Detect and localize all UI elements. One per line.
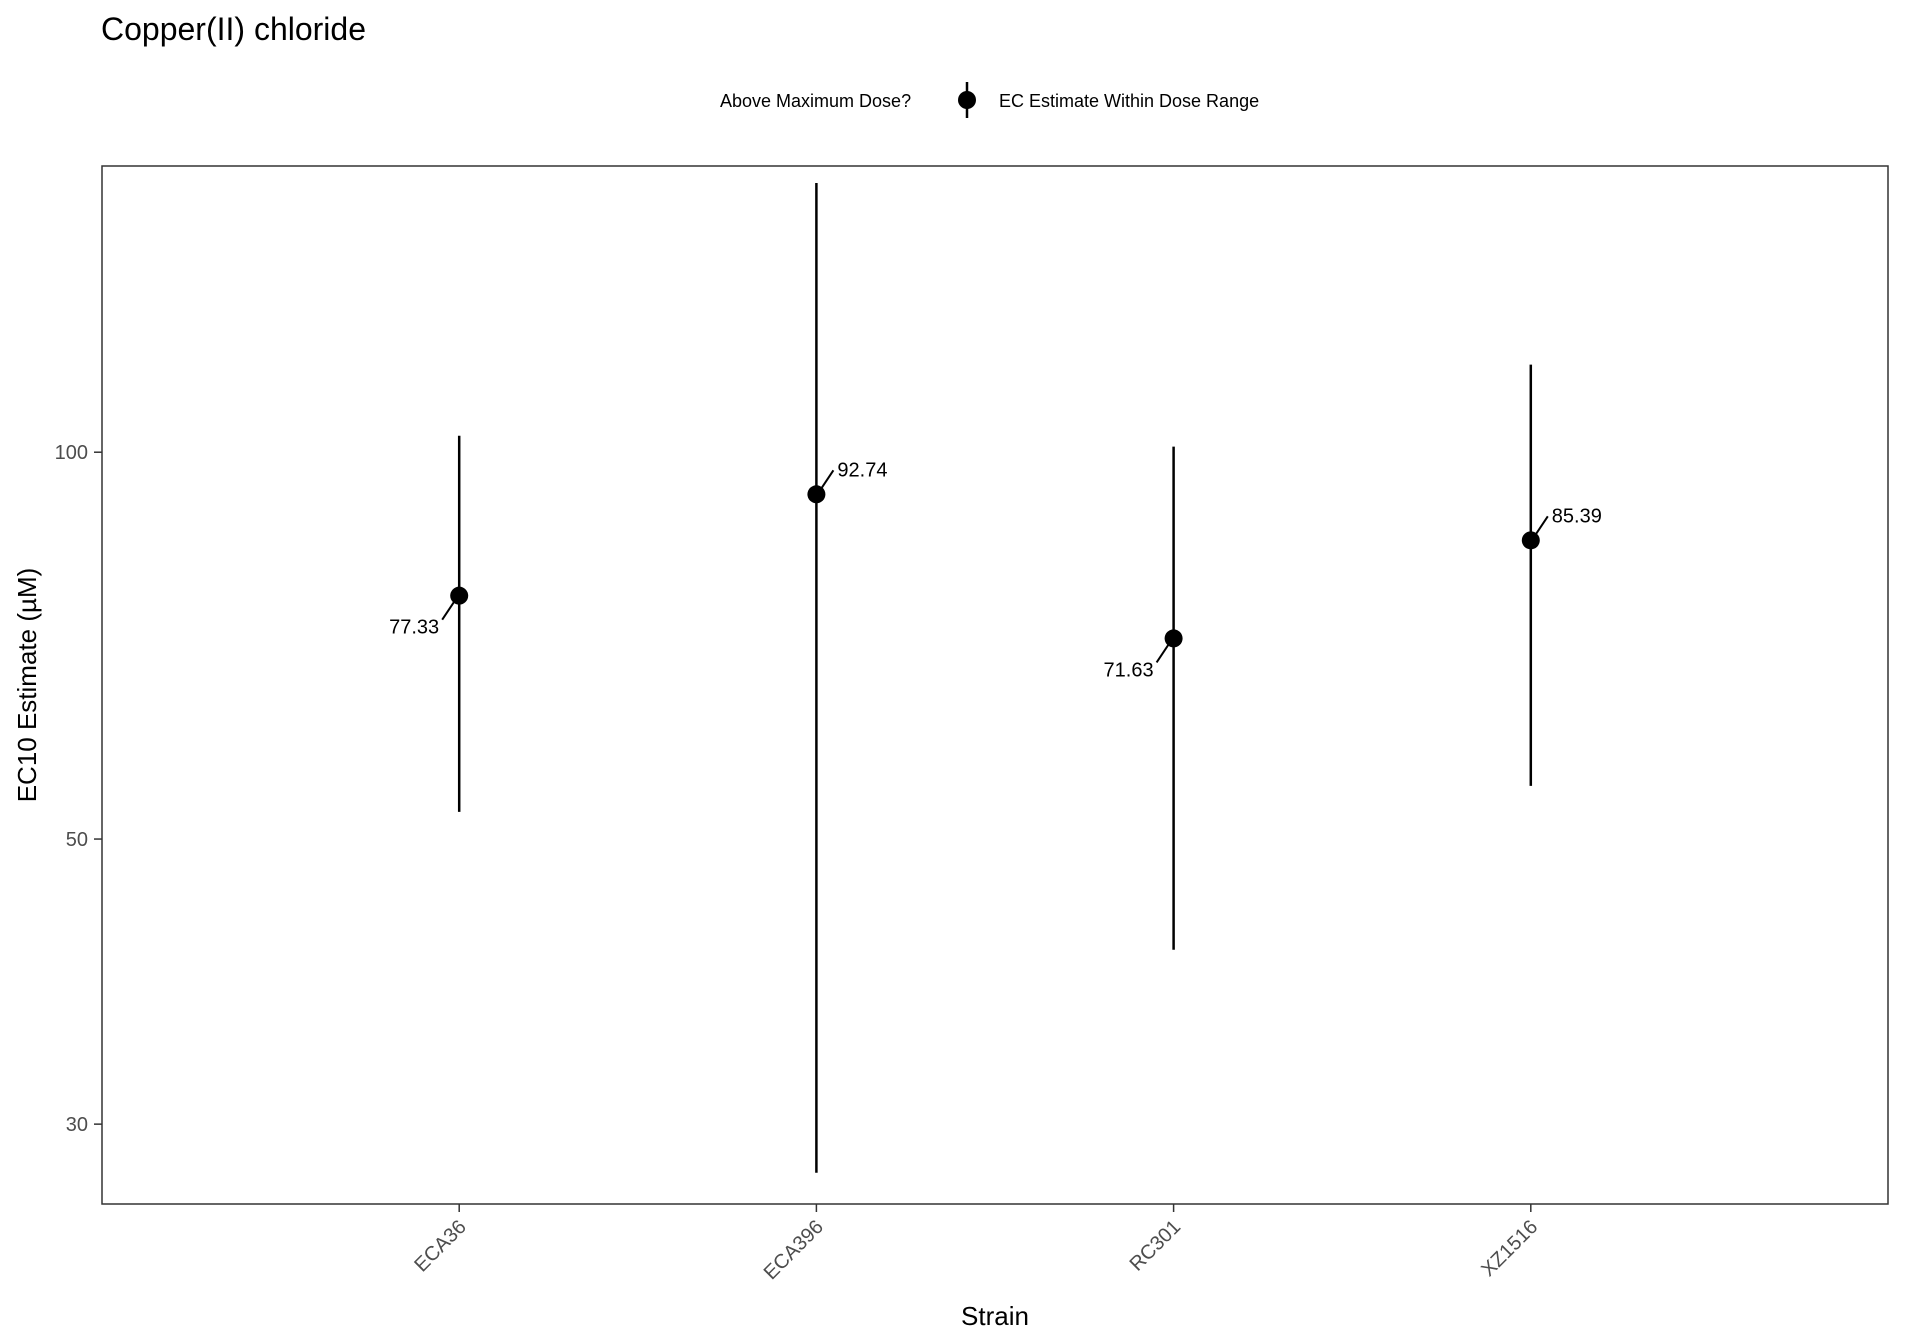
data-marks: 77.33 92.74 71.63 85.39 <box>389 182 1602 1173</box>
legend-title: Above Maximum Dose? <box>720 91 911 111</box>
data-label: 77.33 <box>389 617 439 639</box>
data-label: 85.39 <box>1552 505 1602 527</box>
y-tick-label: 30 <box>66 1114 88 1136</box>
data-point <box>450 586 469 605</box>
x-tick-label: ECA36 <box>410 1216 470 1276</box>
legend: Above Maximum Dose? EC Estimate Within D… <box>720 82 1259 118</box>
legend-entry-label: EC Estimate Within Dose Range <box>999 91 1259 111</box>
data-label: 92.74 <box>837 459 887 481</box>
y-tick-label: 100 <box>55 442 88 464</box>
x-tick-label: ECA396 <box>760 1216 828 1284</box>
y-axis-title: EC10 Estimate (µM) <box>12 568 42 803</box>
plot-panel <box>101 165 1889 1205</box>
data-label: 71.63 <box>1104 659 1154 681</box>
x-tick-label: RC301 <box>1126 1216 1186 1276</box>
x-tick-label: XZ1516 <box>1477 1216 1542 1281</box>
label-leader-line <box>441 601 456 621</box>
label-leader-line <box>1155 643 1170 663</box>
y-tick-label: 50 <box>66 829 88 851</box>
label-leader-line <box>820 469 835 489</box>
data-point <box>1164 629 1183 648</box>
x-axis: ECA36 ECA396 RC301 XZ1516 <box>410 1204 1542 1284</box>
y-axis: 30 50 100 <box>55 442 102 1136</box>
data-point <box>807 485 826 504</box>
label-leader-line <box>1534 515 1549 535</box>
data-point <box>1521 531 1540 550</box>
legend-point-key <box>958 91 976 109</box>
chart-title: Copper(II) chloride <box>101 11 366 47</box>
x-axis-title: Strain <box>961 1301 1029 1331</box>
